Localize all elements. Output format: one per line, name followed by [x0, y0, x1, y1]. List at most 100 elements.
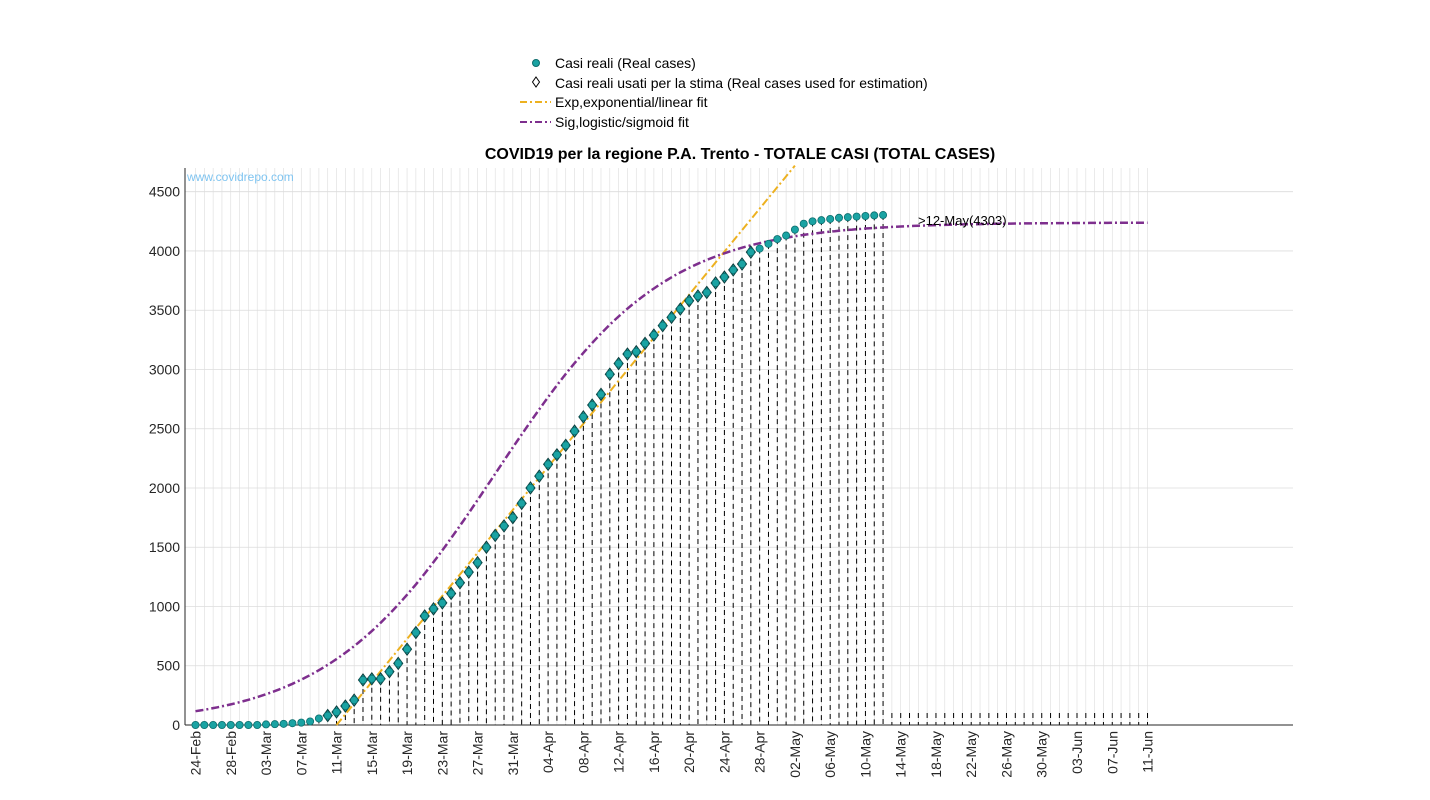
- x-tick-label: 22-May: [963, 731, 979, 778]
- real-case-point: [491, 531, 500, 540]
- real-case-point: [596, 390, 605, 399]
- real-case-point: [323, 711, 332, 720]
- real-case-point: [720, 273, 729, 282]
- real-case-point: [561, 441, 570, 450]
- x-tick-label: 28-Apr: [752, 731, 768, 773]
- last-value-annotation: >12-May(4303): [918, 213, 1007, 228]
- real-case-point: [579, 412, 588, 421]
- real-case-point: [641, 339, 650, 348]
- real-case-point: [332, 707, 341, 716]
- real-case-point: [191, 721, 200, 730]
- real-case-point: [711, 278, 720, 287]
- x-tick-label: 23-Mar: [434, 731, 450, 776]
- real-case-point: [358, 675, 367, 684]
- x-tick-label: 26-May: [998, 731, 1014, 778]
- y-tick-label: 500: [157, 658, 181, 674]
- y-tick-label: 3000: [149, 361, 180, 377]
- real-case-point: [729, 265, 738, 274]
- x-tick-label: 12-Apr: [611, 731, 627, 773]
- x-tick-label: 07-Mar: [293, 731, 309, 776]
- sigmoid-fit-line: [195, 221, 1148, 713]
- real-case-point: [253, 721, 262, 730]
- x-tick-label: 06-May: [822, 731, 838, 778]
- grid-layer: [185, 168, 1293, 726]
- x-tick-label: 31-Mar: [505, 731, 521, 776]
- real-case-point: [403, 645, 412, 654]
- real-case-point: [341, 702, 350, 711]
- watermark: www.covidrepo.com: [186, 170, 294, 184]
- y-tick-label: 0: [172, 717, 180, 733]
- real-case-point: [808, 217, 817, 226]
- real-case-point: [817, 216, 826, 225]
- real-case-point: [552, 450, 561, 459]
- real-case-point: [623, 350, 632, 359]
- real-case-point: [676, 305, 685, 314]
- real-case-point: [209, 721, 218, 730]
- real-case-point: [288, 719, 297, 728]
- real-case-point: [508, 513, 517, 522]
- real-case-point: [200, 721, 209, 730]
- real-case-point: [588, 401, 597, 410]
- real-case-point: [367, 674, 376, 683]
- real-case-point: [570, 427, 579, 436]
- real-case-point: [235, 721, 244, 730]
- real-case-point: [535, 472, 544, 481]
- x-tick-label: 08-Apr: [575, 731, 591, 773]
- real-case-point: [482, 543, 491, 552]
- real-case-point: [500, 521, 509, 530]
- legend-sig-label: Sig,logistic/sigmoid fit: [555, 114, 689, 130]
- x-tick-label: 11-Mar: [329, 731, 345, 775]
- x-tick-label: 24-Apr: [716, 731, 732, 773]
- real-case-point: [738, 259, 747, 268]
- real-case-point: [306, 717, 315, 726]
- real-case-point: [852, 212, 861, 221]
- legend-real-marker: [532, 59, 540, 67]
- x-tick-label: 16-Apr: [646, 731, 662, 773]
- real-case-point: [464, 568, 473, 577]
- legend-estimation-marker: [531, 76, 541, 88]
- real-case-point: [834, 213, 843, 222]
- x-tick-label: 03-Mar: [258, 731, 274, 776]
- real-case-point: [843, 213, 852, 222]
- real-case-point: [799, 219, 808, 228]
- real-case-point: [217, 721, 226, 730]
- x-tick-label: 04-Apr: [540, 731, 556, 773]
- real-case-point: [411, 628, 420, 637]
- legend: Casi reali (Real cases) Casi reali usati…: [520, 55, 928, 130]
- y-tick-label: 2000: [149, 480, 180, 496]
- x-tick-label: 30-May: [1034, 731, 1050, 778]
- x-tick-label: 28-Feb: [223, 731, 239, 776]
- real-case-point: [244, 721, 253, 730]
- y-tick-label: 4500: [149, 184, 180, 200]
- real-case-point: [667, 313, 676, 322]
- x-tick-label: 07-Jun: [1104, 731, 1120, 774]
- real-case-point: [455, 578, 464, 587]
- real-case-point: [702, 288, 711, 297]
- real-case-point: [782, 231, 791, 240]
- real-case-point: [473, 558, 482, 567]
- y-tick-label: 2500: [149, 421, 180, 437]
- x-tick-label: 15-Mar: [364, 731, 380, 776]
- real-case-point: [376, 674, 385, 683]
- real-case-point: [879, 211, 888, 220]
- x-tick-label: 27-Mar: [470, 731, 486, 776]
- real-case-point: [262, 720, 271, 729]
- real-case-point: [685, 296, 694, 305]
- real-case-point: [526, 483, 535, 492]
- y-tick-label: 4000: [149, 243, 180, 259]
- real-case-point: [447, 589, 456, 598]
- real-case-point: [544, 460, 553, 469]
- real-case-point: [297, 718, 306, 727]
- x-tick-label: 03-Jun: [1069, 731, 1085, 774]
- x-tick-label: 24-Feb: [188, 731, 204, 776]
- real-case-point: [870, 211, 879, 220]
- real-case-point: [394, 659, 403, 668]
- x-tick-label: 18-May: [928, 731, 944, 778]
- real-case-point: [764, 239, 773, 248]
- real-case-point: [790, 225, 799, 234]
- labels-layer: 0 500 1000 1500 2000 2500 3000 3500 4000 4500 24-F…: [149, 184, 1156, 778]
- y-tick-label: 1500: [149, 539, 180, 555]
- y-tick-label: 1000: [149, 598, 180, 614]
- x-tick-label: 19-Mar: [399, 731, 415, 776]
